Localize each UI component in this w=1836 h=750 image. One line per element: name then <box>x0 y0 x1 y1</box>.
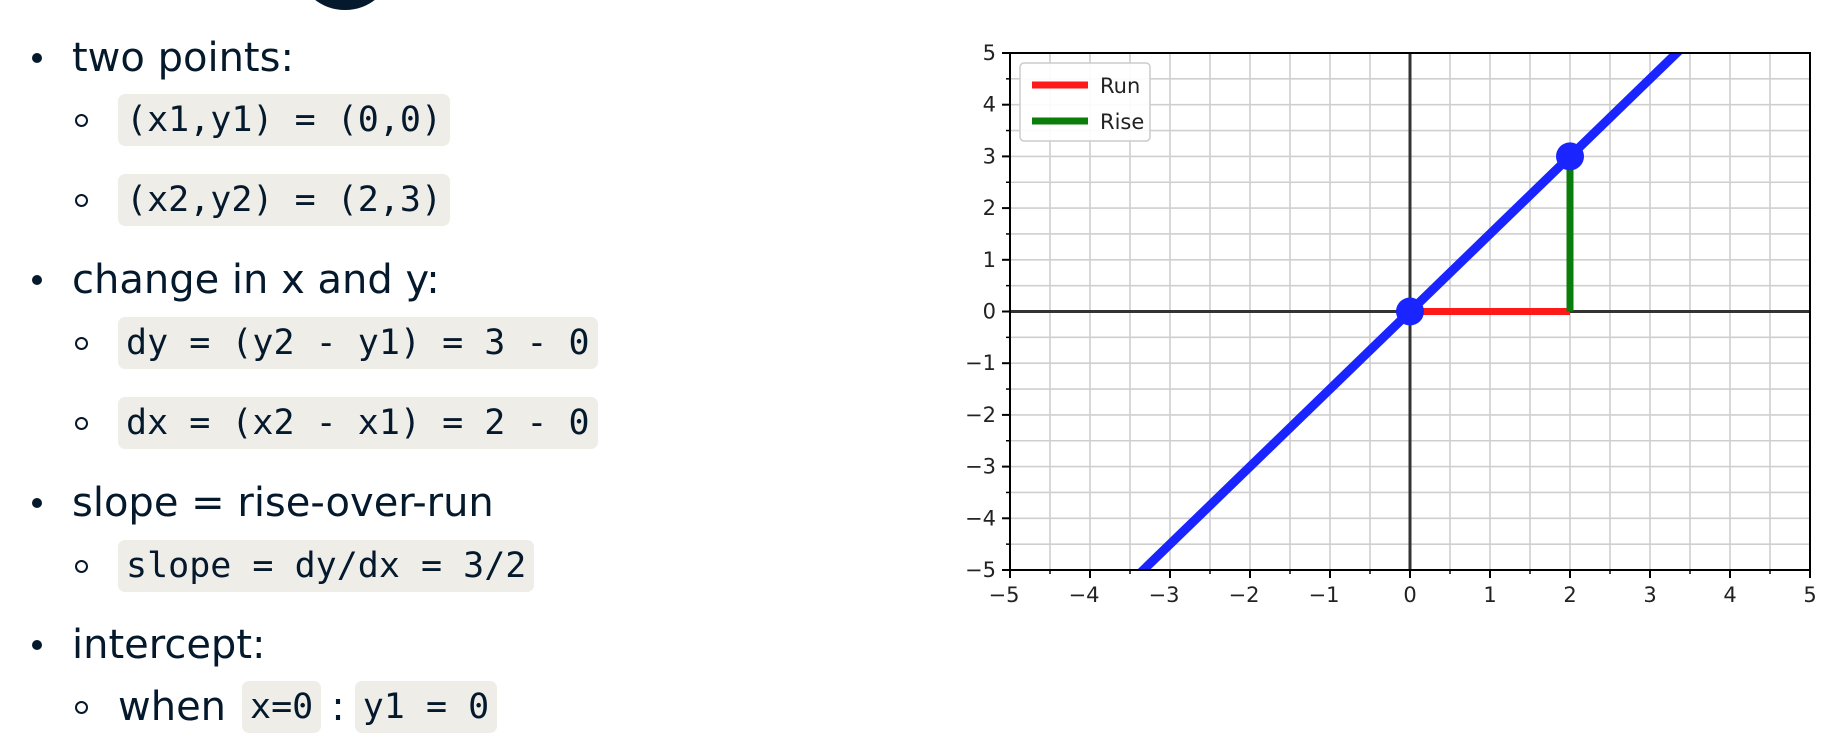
code-point-2: (x2,y2) = (2,3) <box>118 174 451 226</box>
y-tick-label: 5 <box>983 41 996 65</box>
bullet-text: two points: <box>72 35 294 81</box>
bullet-text: intercept: <box>72 622 266 668</box>
sub-bullet-ring <box>75 113 88 127</box>
bullet-change: change in x and y: <box>32 256 440 304</box>
data-point-2 <box>1556 142 1584 171</box>
y-tick-label: 4 <box>983 93 996 117</box>
sub-bullet-when: when x=0 : y1 = 0 <box>75 681 498 733</box>
y-tick-label: 2 <box>983 196 996 220</box>
code-dx: dx = (x2 - x1) = 2 - 0 <box>118 397 598 449</box>
y-tick-label: 0 <box>983 300 996 324</box>
data-point-1 <box>1396 297 1424 326</box>
bullet-dot <box>32 53 42 63</box>
x-tick-label: 1 <box>1483 583 1496 607</box>
y-tick-label: −3 <box>965 455 996 479</box>
x-tick-label: −1 <box>1309 583 1340 607</box>
x-tick-label: −3 <box>1149 583 1180 607</box>
sub-bullet-dx: dx = (x2 - x1) = 2 - 0 <box>75 397 598 449</box>
when-text: when <box>118 684 227 730</box>
y-tick-label: −4 <box>965 506 996 530</box>
bullet-slope: slope = rise-over-run <box>32 479 494 527</box>
x-tick-label: 4 <box>1723 583 1736 607</box>
data-layer <box>1136 53 1684 570</box>
sub-bullet-ring <box>75 193 88 207</box>
sub-bullet-point-2: (x2,y2) = (2,3) <box>75 174 451 226</box>
bullet-two-points: two points: <box>32 34 294 82</box>
code-y1: y1 = 0 <box>354 681 498 733</box>
x-tick-label: 2 <box>1563 583 1576 607</box>
bullet-dot <box>32 498 42 508</box>
sub-bullet-ring <box>75 700 88 714</box>
code-x0: x=0 <box>242 681 322 733</box>
bullet-text: change in x and y: <box>72 257 440 303</box>
code-dy: dy = (y2 - y1) = 3 - 0 <box>118 317 598 369</box>
sub-bullet-dy: dy = (y2 - y1) = 3 - 0 <box>75 317 598 369</box>
y-tick-label: −1 <box>965 351 996 375</box>
bullet-text: slope = rise-over-run <box>72 480 494 526</box>
y-tick-label: −5 <box>965 558 996 582</box>
legend: Run Rise <box>1019 62 1151 142</box>
x-tick-label: 3 <box>1643 583 1656 607</box>
bullet-dot <box>32 275 42 285</box>
y-tick-label: −2 <box>965 403 996 427</box>
x-tick-label: −4 <box>1069 583 1100 607</box>
code-slope: slope = dy/dx = 3/2 <box>118 540 535 592</box>
x-tick-label: −5 <box>989 583 1020 607</box>
x-tick-label: −2 <box>1229 583 1260 607</box>
x-tick-label: 5 <box>1803 583 1816 607</box>
colon-text: : <box>331 684 345 730</box>
x-tick-label: 0 <box>1403 583 1416 607</box>
y-tick-label: 1 <box>983 248 996 272</box>
bullet-intercept: intercept: <box>32 621 265 669</box>
sub-bullet-ring <box>75 559 88 573</box>
legend-label-rise: Rise <box>1100 110 1144 134</box>
bullet-dot <box>32 640 42 650</box>
sub-bullet-ring <box>75 416 88 430</box>
y-tick-label: 3 <box>983 144 996 168</box>
sub-bullet-ring <box>75 336 88 350</box>
legend-label-run: Run <box>1100 74 1140 98</box>
sub-bullet-slope: slope = dy/dx = 3/2 <box>75 540 535 592</box>
ticks: −5 −4 −3 −2 −1 0 1 2 3 4 5 −5 −4 −3 −2 −1 0 1 2 3 4 5 <box>965 41 1817 607</box>
code-point-1: (x1,y1) = (0,0) <box>118 94 451 146</box>
sub-bullet-point-1: (x1,y1) = (0,0) <box>75 94 451 146</box>
